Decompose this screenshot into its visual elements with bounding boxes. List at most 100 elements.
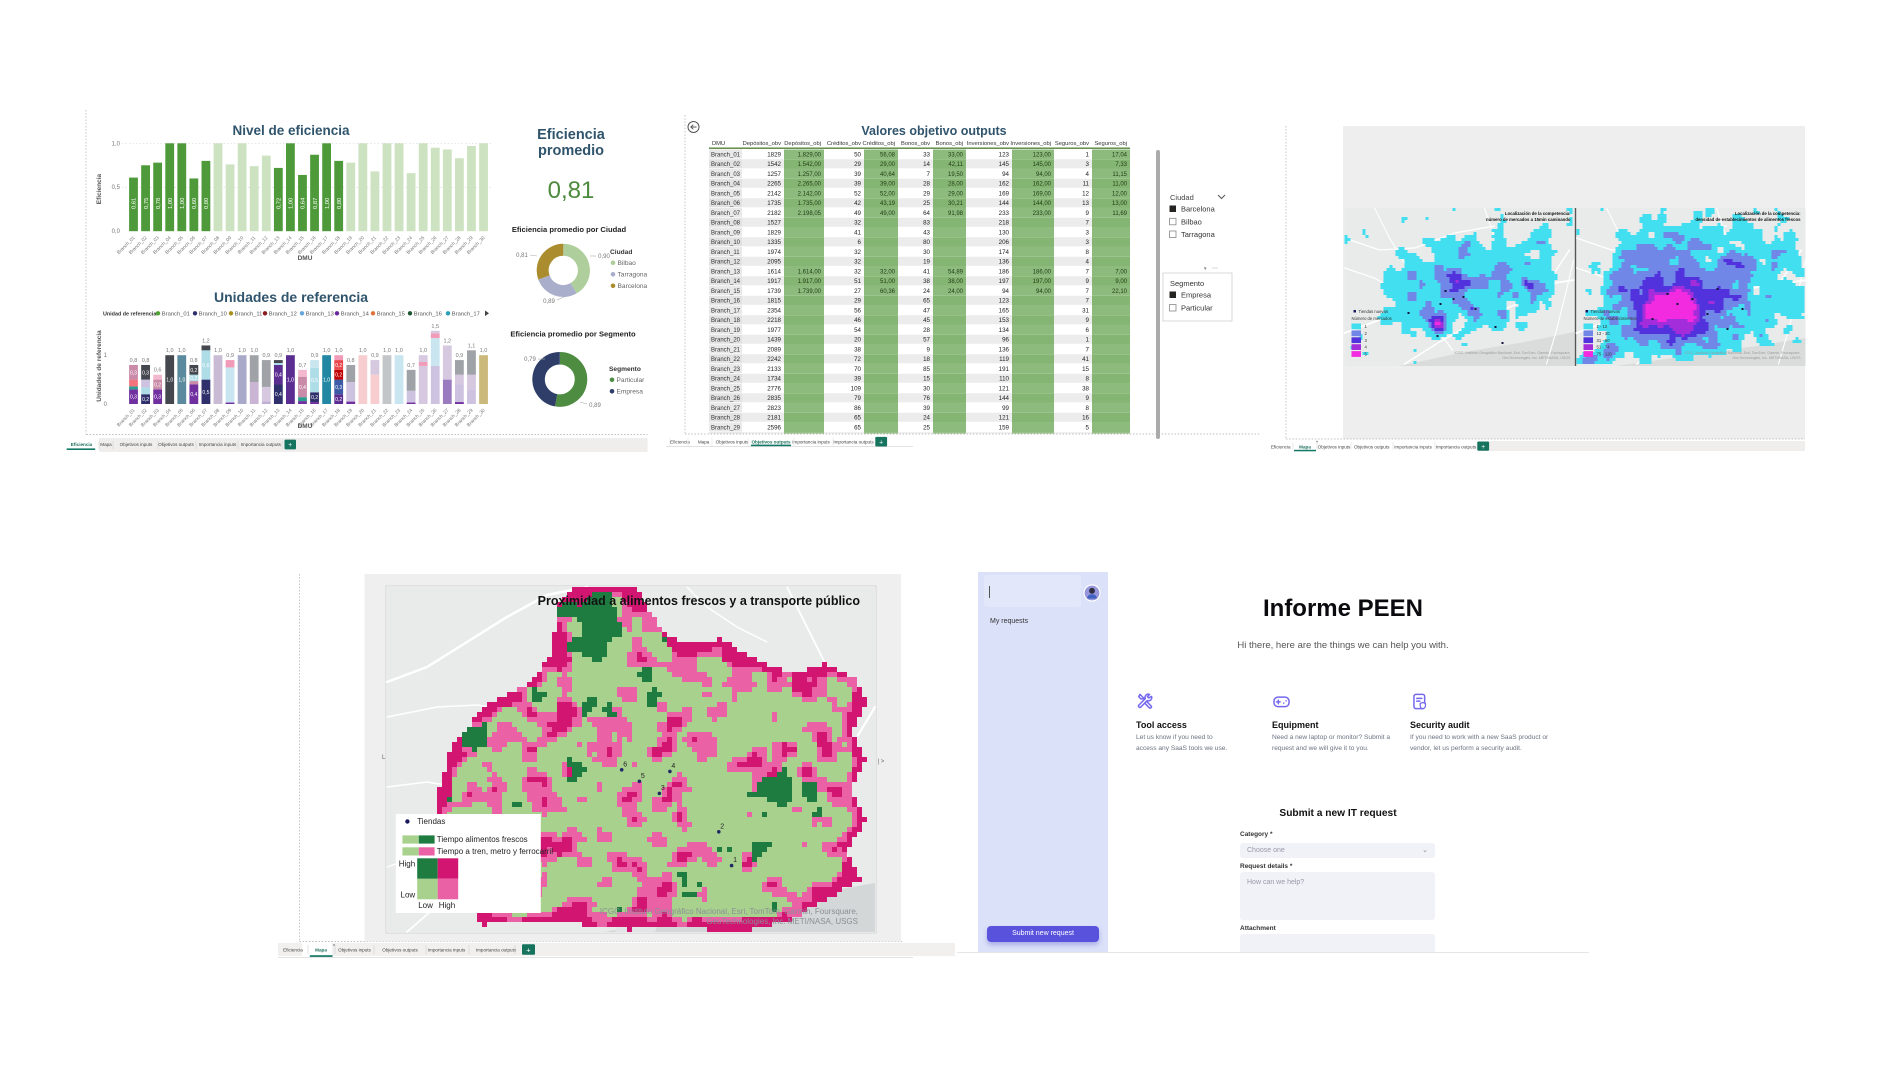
svg-text:56: 56 (854, 307, 861, 314)
svg-text:7,00: 7,00 (1115, 269, 1127, 275)
svg-text:22,10: 22,10 (1112, 289, 1128, 295)
svg-text:2: 2 (720, 823, 724, 830)
svg-text:Branch_10: Branch_10 (199, 312, 227, 318)
svg-text:94,00: 94,00 (1036, 172, 1052, 178)
svg-text:1,00: 1,00 (325, 198, 331, 209)
svg-text:83: 83 (923, 220, 930, 227)
svg-text:1,0: 1,0 (166, 378, 173, 384)
svg-text:7: 7 (927, 171, 931, 178)
svg-text:1.735,00: 1.735,00 (798, 201, 822, 207)
svg-text:0,75: 0,75 (144, 198, 150, 209)
svg-text:4: 4 (1086, 171, 1090, 178)
svg-text:29,00: 29,00 (880, 162, 896, 168)
svg-text:Tarragona: Tarragona (1181, 230, 1216, 239)
svg-text:19: 19 (923, 259, 930, 266)
svg-text:79: 79 (854, 395, 861, 402)
svg-text:65: 65 (854, 415, 861, 422)
svg-text:Branch_01: Branch_01 (711, 152, 741, 158)
svg-text:2596: 2596 (767, 424, 781, 431)
svg-text:5: 5 (641, 773, 645, 780)
svg-text:Objetivos outputs: Objetivos outputs (158, 442, 194, 447)
svg-text:0,8: 0,8 (130, 358, 138, 364)
svg-text:72: 72 (854, 356, 861, 363)
svg-text:*: * (333, 944, 335, 950)
svg-text:9: 9 (1086, 210, 1090, 217)
svg-text:Depósitos_obj: Depósitos_obj (784, 141, 821, 147)
svg-text:39: 39 (854, 171, 861, 178)
svg-text:54: 54 (854, 327, 861, 334)
svg-text:43: 43 (923, 229, 930, 236)
svg-text:94,00: 94,00 (1036, 289, 1052, 295)
svg-text:33,00: 33,00 (948, 152, 964, 158)
svg-text:30: 30 (923, 385, 930, 392)
svg-text:1,0: 1,0 (480, 348, 488, 354)
svg-text:2.265,00: 2.265,00 (798, 182, 822, 188)
svg-text:Importancia inputs: Importancia inputs (792, 440, 830, 445)
svg-text:99: 99 (1002, 405, 1009, 412)
svg-text:1,5: 1,5 (431, 324, 439, 330)
svg-text:29,00: 29,00 (948, 191, 964, 197)
svg-text:+: + (526, 945, 531, 954)
svg-text:1,0: 1,0 (112, 141, 121, 147)
svg-text:Ciudad: Ciudad (610, 249, 632, 256)
svg-text:29: 29 (854, 161, 861, 168)
svg-text:Mapa: Mapa (315, 948, 327, 953)
svg-text:4: 4 (1365, 345, 1368, 350)
svg-text:3: 3 (1086, 229, 1090, 236)
svg-text:30,21: 30,21 (948, 201, 964, 207)
svg-text:Tiempo a tren, metro y ferroca: Tiempo a tren, metro y ferrocarril (437, 847, 553, 856)
svg-text:1.829,00: 1.829,00 (798, 152, 822, 158)
svg-text:76: 76 (1002, 434, 1009, 441)
svg-text:1977: 1977 (767, 327, 781, 334)
svg-text:0,9: 0,9 (226, 353, 234, 359)
svg-text:41: 41 (854, 229, 861, 236)
svg-text:0,78: 0,78 (156, 198, 162, 209)
svg-text:0,3: 0,3 (154, 395, 161, 401)
svg-text:91,98: 91,98 (948, 211, 964, 217)
svg-text:0,72: 0,72 (277, 198, 283, 209)
svg-text:28: 28 (923, 327, 930, 334)
svg-text:0,5: 0,5 (202, 390, 209, 396)
svg-text:50: 50 (854, 151, 861, 158)
svg-text:51: 51 (854, 278, 861, 285)
svg-text:19,50: 19,50 (948, 172, 964, 178)
svg-text:Créditos_obv: Créditos_obv (827, 141, 861, 147)
svg-text:65: 65 (923, 298, 930, 305)
svg-text:1.917,00: 1.917,00 (798, 279, 822, 285)
svg-text:2835: 2835 (767, 395, 781, 402)
svg-text:1,0: 1,0 (335, 348, 343, 354)
svg-text:38: 38 (1082, 385, 1089, 392)
svg-text:+: + (879, 439, 883, 446)
svg-text:206: 206 (999, 239, 1010, 246)
svg-text:Importancia inputs: Importancia inputs (199, 442, 237, 447)
svg-text:32: 32 (854, 259, 861, 266)
svg-text:0,4: 0,4 (275, 392, 282, 398)
svg-text:43,19: 43,19 (880, 201, 896, 207)
svg-text:0,81: 0,81 (548, 177, 595, 204)
svg-text:Branch_09: Branch_09 (711, 230, 741, 236)
svg-text:Branch_11: Branch_11 (711, 250, 740, 256)
svg-text:0,2: 0,2 (335, 363, 342, 369)
svg-text:Low: Low (401, 890, 416, 899)
svg-text:Unidades de referencia: Unidades de referencia (214, 289, 368, 305)
svg-text:2218: 2218 (767, 317, 781, 324)
svg-text:7: 7 (1086, 346, 1090, 353)
svg-text:13 - 30: 13 - 30 (1597, 331, 1611, 336)
svg-text:1,0: 1,0 (166, 348, 174, 354)
svg-text:32: 32 (854, 268, 861, 275)
svg-text:165: 165 (999, 307, 1010, 314)
svg-text:64: 64 (923, 210, 930, 217)
svg-text:28: 28 (923, 181, 930, 188)
svg-text:Eficiencia promedio por Ciudad: Eficiencia promedio por Ciudad (512, 225, 627, 234)
svg-text:123: 123 (999, 151, 1010, 158)
svg-text:162,00: 162,00 (1033, 182, 1052, 188)
svg-text:Inversiones_obv: Inversiones_obv (967, 141, 1009, 147)
svg-text:43: 43 (923, 434, 930, 441)
svg-text:Branch_27: Branch_27 (711, 406, 741, 412)
svg-text:1829: 1829 (767, 229, 781, 236)
svg-text:Número de mercados: Número de mercados (1352, 316, 1392, 321)
svg-text:136: 136 (999, 259, 1010, 266)
svg-text:0,3: 0,3 (335, 385, 342, 391)
svg-text:0,2: 0,2 (190, 368, 197, 374)
svg-text:Branch_16: Branch_16 (414, 312, 442, 318)
